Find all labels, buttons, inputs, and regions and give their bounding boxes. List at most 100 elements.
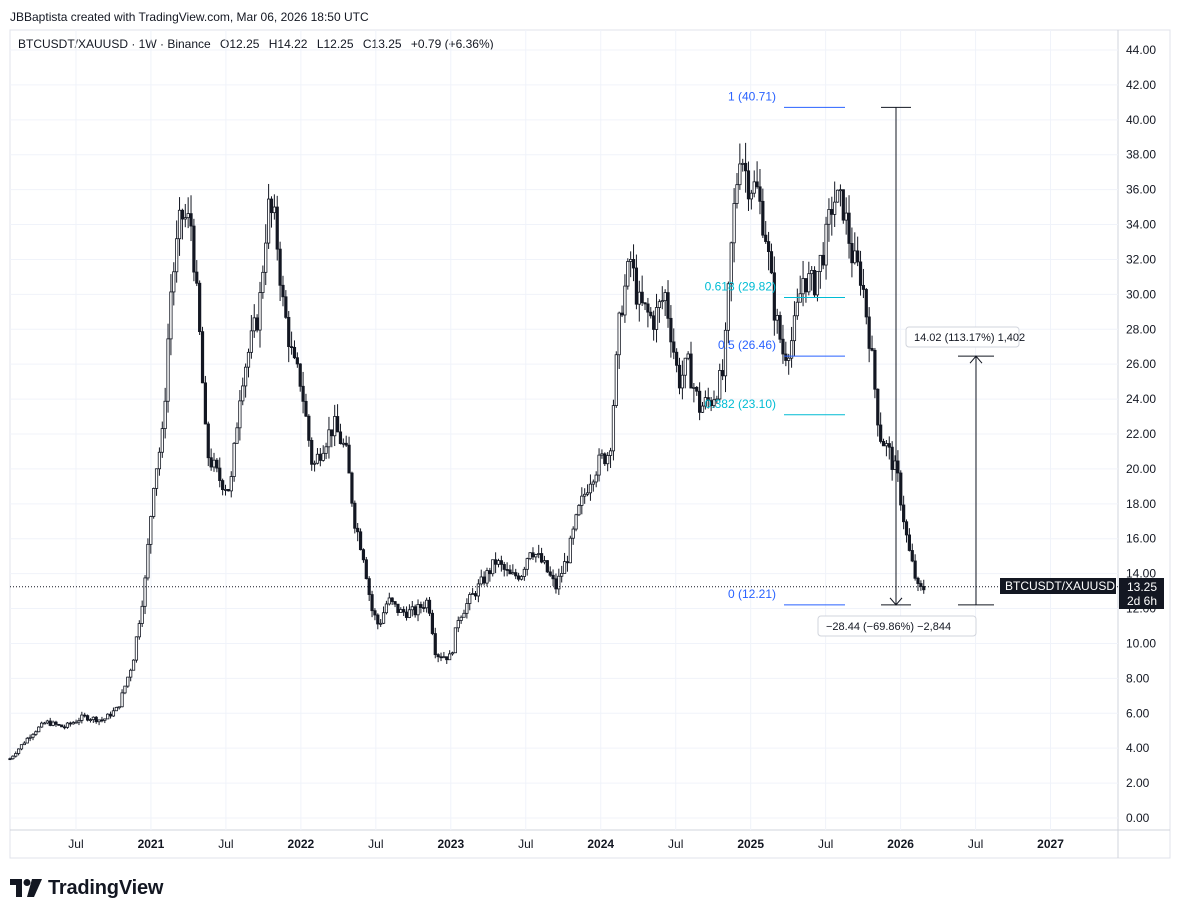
candle-body (433, 633, 437, 656)
candle-body (272, 206, 276, 214)
candle-body (735, 184, 739, 204)
candle-body (876, 388, 880, 426)
candle-body (551, 574, 555, 580)
candle-body (68, 722, 72, 725)
candle (312, 460, 317, 472)
price-label-group: BTCUSDT/XAUUSD 13.25 2d 6h 14.02 (113.17… (817, 326, 1164, 637)
candle (853, 232, 857, 265)
candle (258, 281, 262, 348)
price-tick-label: 0.00 (1126, 811, 1150, 825)
candle (471, 588, 475, 595)
candle (344, 435, 348, 447)
candle (338, 423, 343, 445)
candle (229, 471, 233, 498)
candle-body (25, 737, 29, 744)
candle (600, 449, 604, 459)
candle-body (91, 716, 95, 720)
candle-body (519, 576, 524, 580)
candle-series[interactable] (8, 142, 926, 761)
candle-body (473, 593, 478, 597)
candle (154, 468, 159, 496)
candle (131, 659, 136, 671)
candle (614, 351, 618, 408)
candle-body (384, 603, 389, 614)
time-axis[interactable]: Jul 2021 Jul 2022 Jul 2023 Jul 2024 Jul 2025 Jul 20… (68, 837, 1064, 851)
price-tick-label: 14.00 (1126, 567, 1156, 581)
candle (40, 721, 44, 728)
candle-body (318, 453, 322, 461)
candle-body (738, 163, 742, 186)
candle (505, 562, 509, 577)
candle-body (789, 340, 794, 359)
candle-body (781, 338, 785, 355)
candle-body (479, 576, 483, 585)
price-label-countdown: 2d 6h (1127, 594, 1157, 608)
candle-body (261, 271, 265, 293)
candle-body (689, 353, 693, 389)
candle (534, 553, 538, 563)
candle (106, 713, 110, 720)
candle-body (45, 720, 49, 724)
time-tick-label: Jul (968, 837, 983, 851)
candle (686, 351, 690, 361)
candle (835, 189, 840, 203)
candle-body (476, 583, 480, 597)
candle-body (186, 213, 190, 219)
chart-drawings[interactable]: 1 (40.71) 0.618 (29.82) 0.5 (26.46) 0.382 (… (10, 89, 1118, 606)
candle (137, 620, 141, 640)
candle (758, 168, 762, 215)
candle-body (729, 242, 733, 285)
candle-body (407, 609, 412, 618)
candle (649, 307, 653, 319)
candle-body (94, 716, 98, 723)
candle (629, 251, 633, 278)
chart-header: JBBaptista created with TradingView.com,… (10, 10, 369, 24)
candle-body (350, 472, 354, 504)
time-tick-label: 2025 (737, 837, 764, 851)
candle-body (223, 489, 228, 491)
candle-body (890, 446, 894, 470)
candle (433, 627, 437, 659)
candle (801, 260, 805, 307)
candle-body (867, 316, 871, 349)
candle-body (721, 370, 725, 377)
footer-branding: TradingView (10, 876, 163, 900)
price-tick-label: 4.00 (1126, 741, 1150, 755)
candle-body (611, 405, 616, 452)
candle (775, 308, 779, 334)
candle (17, 748, 21, 756)
candle-body (508, 569, 512, 575)
candle (482, 571, 486, 586)
candle-body (439, 656, 443, 659)
candle-body (870, 348, 874, 351)
candle (766, 231, 771, 271)
price-axis[interactable]: 44.00 42.00 40.00 38.00 36.00 34.00 32.00 30.00… (1126, 43, 1156, 825)
candle-body (376, 614, 380, 625)
candle-body (163, 400, 167, 429)
candle (522, 566, 526, 581)
candle (537, 544, 541, 559)
candle-body (565, 561, 570, 564)
candle-body (410, 606, 414, 611)
candle-body (459, 616, 463, 621)
candle-body (289, 346, 294, 349)
candle-body (856, 250, 860, 263)
candle (571, 526, 575, 545)
candle-body (471, 593, 475, 595)
candle (399, 607, 403, 613)
candle (166, 323, 170, 413)
candle-body (919, 583, 923, 587)
candle-body (218, 467, 222, 481)
candle-body (152, 488, 156, 517)
candle-body (292, 346, 297, 359)
legend-symbol[interactable]: BTCUSDT/XAUUSD · 1W · Binance (18, 37, 211, 51)
candle (31, 733, 35, 741)
candle-body (281, 284, 285, 298)
candle (726, 281, 730, 344)
candle-body (853, 250, 857, 264)
candle (824, 216, 828, 280)
price-chart[interactable]: 1 (40.71) 0.618 (29.82) 0.5 (26.46) 0.382 (… (0, 0, 1180, 870)
candle (347, 436, 351, 474)
candle (542, 555, 547, 565)
candle-body (364, 559, 368, 580)
